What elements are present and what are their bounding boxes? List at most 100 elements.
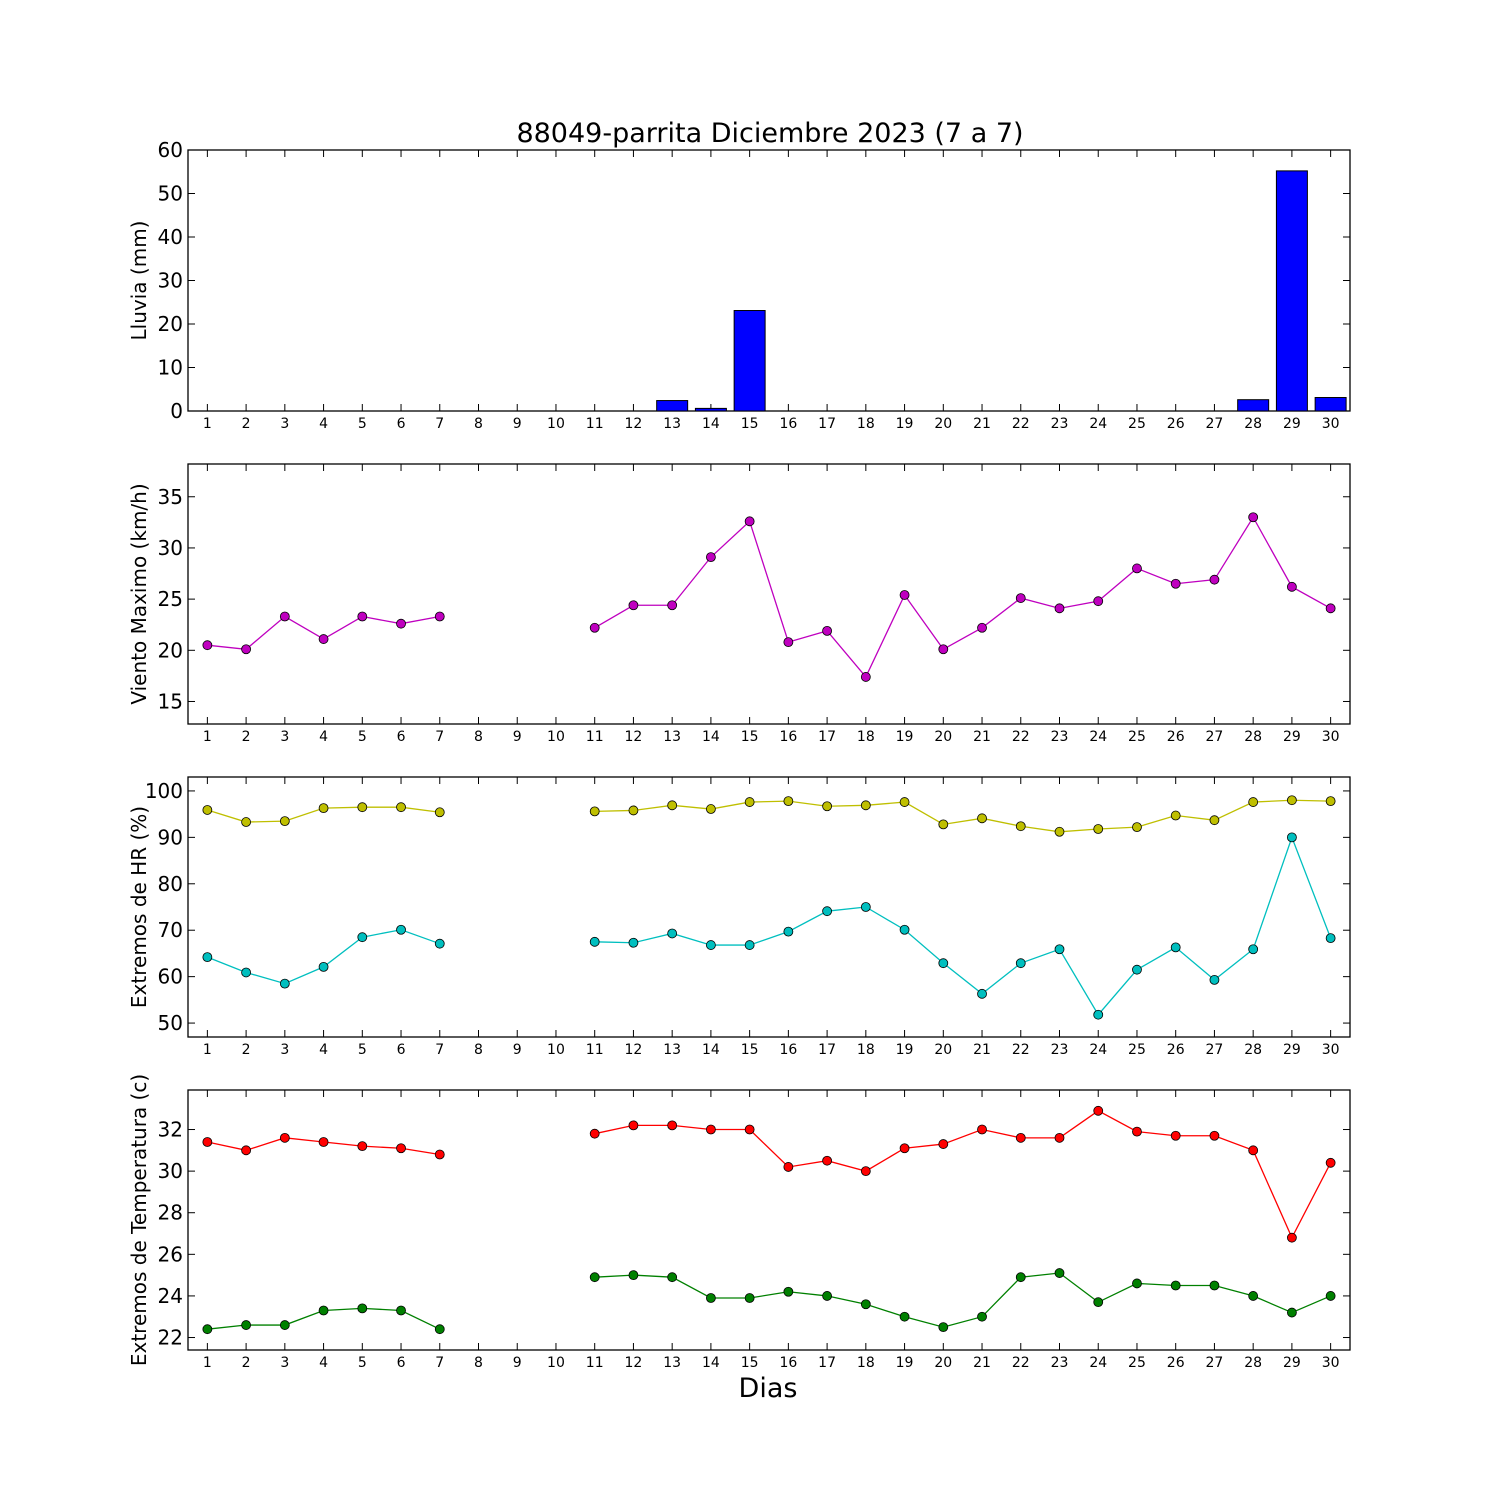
data-point (783, 796, 794, 807)
y-tick-label: 60 (158, 138, 183, 162)
data-point (899, 924, 910, 935)
data-point (1054, 826, 1065, 837)
data-point (938, 1139, 949, 1149)
x-tick-label: 8 (474, 729, 483, 745)
data-point (628, 1270, 639, 1281)
x-tick-label: 12 (625, 416, 643, 432)
x-tick-label: 23 (1051, 1355, 1069, 1371)
x-tick-label: 25 (1128, 416, 1146, 432)
data-point (1287, 795, 1297, 806)
data-point (977, 1311, 987, 1322)
data-point (744, 1293, 755, 1303)
data-point (1015, 821, 1026, 832)
x-tick-label: 14 (702, 1042, 720, 1058)
x-tick-label: 9 (513, 1042, 522, 1058)
x-tick-label: 16 (779, 1042, 797, 1058)
x-tick-label: 6 (397, 729, 406, 745)
data-point (628, 600, 639, 611)
data-point (279, 1132, 290, 1143)
data-point (1209, 815, 1220, 826)
data-point (744, 797, 755, 807)
data-point (628, 805, 639, 816)
data-point (357, 1141, 368, 1152)
x-tick-label: 7 (435, 416, 444, 432)
y-tick-label: 0 (170, 399, 183, 423)
x-tick-label: 12 (625, 729, 643, 745)
axes-frame (187, 1089, 1351, 1351)
data-point (783, 1286, 794, 1297)
x-tick-label: 10 (547, 729, 565, 745)
x-tick-label: 26 (1167, 416, 1185, 432)
x-axis-label: Dias (739, 1373, 798, 1404)
data-point (783, 637, 794, 648)
data-point (1325, 933, 1336, 944)
data-point (1015, 1132, 1026, 1143)
data-point (1248, 1145, 1259, 1156)
y-tick-label: 90 (158, 825, 183, 849)
x-tick-label: 2 (242, 416, 251, 432)
x-tick-label: 16 (779, 416, 797, 432)
x-tick-label: 25 (1128, 1042, 1146, 1058)
x-tick-label: 20 (934, 1355, 952, 1371)
data-point (241, 1320, 252, 1330)
x-tick-label: 7 (435, 729, 444, 745)
data-point (783, 926, 794, 937)
x-tick-label: 29 (1283, 729, 1301, 745)
data-point (899, 1143, 910, 1154)
data-point (202, 640, 213, 651)
x-tick-label: 5 (358, 1042, 367, 1058)
x-tick-label: 23 (1051, 416, 1069, 432)
x-tick-label: 4 (319, 416, 328, 432)
x-tick-label: 21 (973, 1042, 991, 1058)
x-tick-label: 22 (1012, 1355, 1030, 1371)
bar (733, 310, 766, 412)
data-point (977, 988, 987, 999)
y-tick-label: 25 (158, 587, 183, 611)
x-tick-label: 24 (1089, 729, 1107, 745)
x-tick-label: 12 (625, 1355, 643, 1371)
x-tick-label: 27 (1206, 1355, 1224, 1371)
x-tick-label: 26 (1167, 1355, 1185, 1371)
x-tick-label: 30 (1322, 1042, 1340, 1058)
x-tick-label: 10 (547, 416, 565, 432)
data-point (860, 1166, 871, 1177)
y-tick-label: 50 (158, 1011, 183, 1035)
x-tick-label: 15 (741, 1042, 759, 1058)
x-tick-label: 4 (319, 1355, 328, 1371)
data-point (396, 618, 406, 629)
x-tick-label: 1 (203, 1355, 212, 1371)
data-point (860, 672, 871, 682)
x-tick-label: 28 (1244, 729, 1262, 745)
data-point (783, 1162, 794, 1172)
data-point (977, 622, 987, 633)
x-tick-label: 20 (934, 1042, 952, 1058)
series-line (594, 835, 1332, 1016)
x-tick-label: 21 (973, 729, 991, 745)
x-tick-label: 27 (1206, 1042, 1224, 1058)
data-point (318, 1137, 329, 1147)
x-tick-label: 28 (1244, 416, 1262, 432)
x-tick-label: 6 (397, 416, 406, 432)
y-tick-label: 30 (158, 269, 183, 293)
data-point (241, 817, 252, 827)
y-axis-label: Extremos de Temperatura (c) (127, 1074, 151, 1366)
data-point (396, 1305, 406, 1316)
data-point (744, 940, 755, 950)
data-point (202, 805, 213, 815)
x-tick-label: 30 (1322, 1355, 1340, 1371)
x-tick-label: 2 (242, 1042, 251, 1058)
data-point (318, 1305, 329, 1316)
data-point (589, 622, 600, 633)
y-tick-label: 50 (158, 182, 183, 206)
data-point (977, 1124, 987, 1135)
y-tick-label: 32 (158, 1118, 183, 1142)
x-tick-label: 28 (1244, 1042, 1262, 1058)
x-tick-label: 6 (397, 1355, 406, 1371)
data-point (822, 1291, 832, 1301)
x-tick-label: 13 (663, 416, 681, 432)
